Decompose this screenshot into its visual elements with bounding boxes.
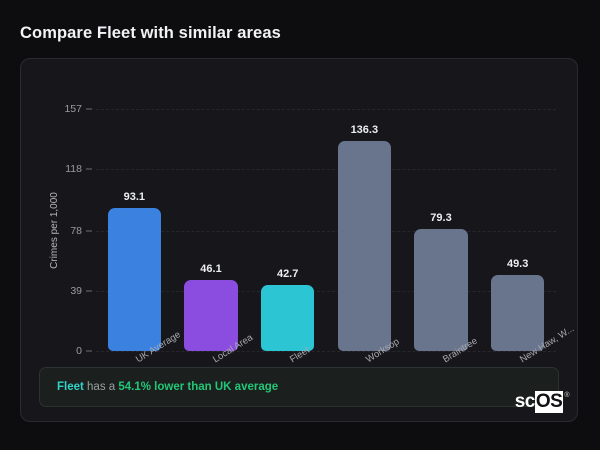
y-axis-tick-mark — [86, 230, 92, 232]
insight-area-name: Fleet — [57, 381, 84, 393]
brand-logo-sc: sc — [514, 391, 536, 412]
bar-value-label: 46.1 — [200, 262, 222, 275]
bar-group[interactable]: 136.3 Worksop — [337, 109, 402, 365]
bar-value-label: 79.3 — [430, 211, 452, 224]
bar[interactable] — [490, 275, 545, 351]
bar-group[interactable]: 79.3 Braintree — [414, 109, 480, 365]
registered-mark-icon: ® — [564, 392, 569, 399]
y-axis-tick-label: 78 — [70, 224, 82, 237]
gridline — [96, 169, 556, 171]
y-axis-tick-mark — [86, 168, 92, 170]
insight-callout: Fleet has a 54.1% lower than UK average — [39, 367, 559, 407]
y-axis-tick-label: 118 — [65, 163, 82, 176]
bar[interactable] — [260, 285, 315, 351]
y-axis-tick-mark — [86, 350, 92, 352]
bar-value-label: 49.3 — [506, 258, 529, 271]
page-title: Compare Fleet with similar areas — [20, 24, 281, 42]
bar-value-label: 93.1 — [123, 190, 146, 203]
insight-connector: has a — [83, 381, 119, 393]
bar-value-label: 136.3 — [350, 123, 379, 136]
brand-logo: sc OS ® — [515, 391, 569, 413]
bar[interactable] — [337, 140, 392, 351]
gridline — [96, 230, 556, 232]
bar-group[interactable]: 93.1 UK Average — [107, 109, 183, 365]
y-axis-tick-mark — [86, 290, 92, 292]
y-axis-title: Crimes per 1,000 — [47, 109, 61, 351]
chart-card: Crimes per 1,000 0 39 78 118 157 93.1 UK Avera… — [20, 58, 578, 422]
insight-statistic: 54.1% lower than UK average — [118, 381, 279, 393]
y-axis-title-label: Crimes per 1,000 — [48, 191, 60, 269]
bar-group[interactable]: 46.1 Local Area — [184, 109, 255, 365]
bar-value-label: 42.7 — [276, 268, 299, 281]
bar-group[interactable]: 42.7 Fleet — [260, 109, 315, 365]
bar[interactable] — [184, 279, 238, 351]
bar[interactable] — [107, 207, 162, 351]
y-axis-tick-label: 39 — [70, 284, 82, 297]
y-axis-tick-label: 0 — [76, 345, 82, 357]
gridline — [96, 290, 556, 292]
brand-logo-os: OS — [534, 391, 564, 413]
plot-area: 0 39 78 118 157 93.1 UK Average 46.1 Local Area 4… — [64, 103, 576, 365]
gridline — [96, 109, 556, 110]
insight-text: Fleet has a 54.1% lower than UK average — [57, 381, 278, 393]
bar[interactable] — [414, 228, 468, 351]
bar-group[interactable]: 49.3 New Haw, W... — [490, 109, 576, 365]
y-axis-tick-label: 157 — [64, 103, 82, 115]
gridline — [96, 351, 556, 352]
y-axis-tick-mark — [86, 108, 92, 110]
